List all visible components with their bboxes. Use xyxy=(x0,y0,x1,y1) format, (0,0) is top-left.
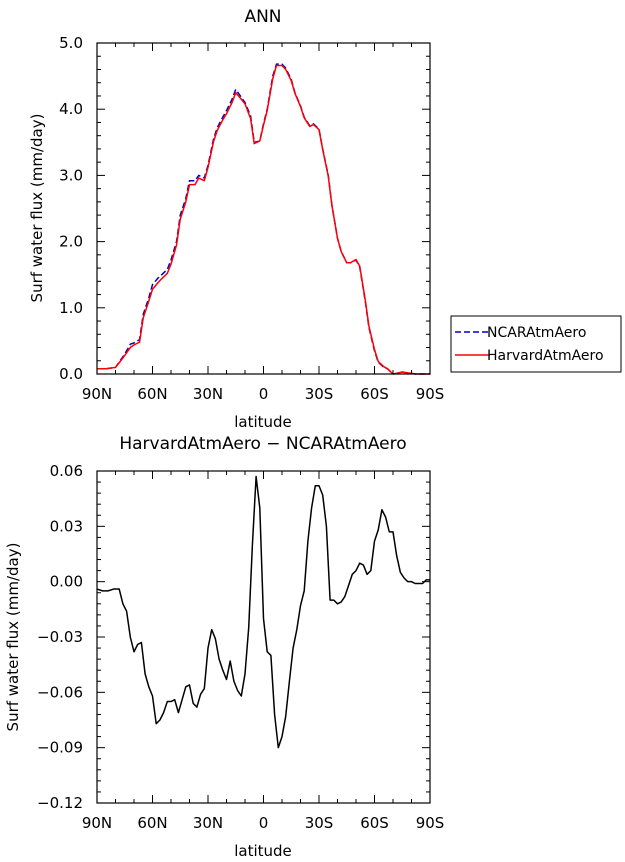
top-x-tick-label: 90S xyxy=(416,385,445,403)
top-y-tick-label: 2.0 xyxy=(59,233,83,251)
bottom-chart-panel: HarvardAtmAero − NCARAtmAero 90N 60N 30N 0 3… xyxy=(4,434,444,860)
bottom-x-tick-label: 60S xyxy=(360,814,389,832)
top-chart-panel: ANN 90N 60N 30N 0 30S 60S 90S 0.0 1.0 2.0 3.0 4.0 5.… xyxy=(28,7,622,431)
bottom-y-tick-label: 0.00 xyxy=(50,573,83,591)
top-x-tick-label: 60N xyxy=(137,385,167,403)
bottom-chart-title: HarvardAtmAero − NCARAtmAero xyxy=(119,434,406,454)
top-y-tick-label: 3.0 xyxy=(59,166,83,184)
top-series-line-ncaratmaero xyxy=(97,63,430,375)
bottom-x-tick-label: 30N xyxy=(193,814,223,832)
top-x-tick-label: 30N xyxy=(193,385,223,403)
bottom-y-tick-label: −0.06 xyxy=(37,683,83,701)
legend-frame xyxy=(450,315,622,373)
bottom-y-tick-label: 0.03 xyxy=(50,517,83,535)
bottom-y-tick-label: 0.06 xyxy=(50,462,83,480)
bottom-y-tick-label: −0.12 xyxy=(37,794,83,812)
top-x-tick-label: 0 xyxy=(259,385,269,403)
top-y-tick-label: 5.0 xyxy=(59,34,83,52)
top-series-line-harvardatmaero xyxy=(97,64,430,375)
top-y-tick-label: 4.0 xyxy=(59,100,83,118)
bottom-x-tick-label: 30S xyxy=(305,814,334,832)
legend-label-ncar: NCARAtmAero xyxy=(487,325,586,341)
top-y-axis-label: Surf water flux (mm/day) xyxy=(28,114,46,303)
bottom-x-tick-label: 90N xyxy=(82,814,112,832)
bottom-x-tick-label: 60N xyxy=(137,814,167,832)
bottom-series-line-difference xyxy=(96,475,430,749)
top-chart-legend: NCARAtmAero HarvardAtmAero xyxy=(450,315,622,373)
top-x-tick-label: 90N xyxy=(82,385,112,403)
top-y-tick-label: 1.0 xyxy=(59,299,83,317)
bottom-x-tick-label: 0 xyxy=(259,814,269,832)
top-x-axis-label: latitude xyxy=(234,413,292,431)
top-chart-title: ANN xyxy=(244,7,281,27)
bottom-y-tick-label: −0.03 xyxy=(37,628,83,646)
legend-label-harvard: HarvardAtmAero xyxy=(487,348,604,364)
top-x-tick-label: 60S xyxy=(360,385,389,403)
bottom-x-axis-label: latitude xyxy=(234,842,292,860)
top-y-tick-label: 0.0 xyxy=(59,365,83,383)
bottom-y-tick-label: −0.09 xyxy=(37,739,83,757)
top-x-tick-label: 30S xyxy=(305,385,334,403)
bottom-y-axis-label: Surf water flux (mm/day) xyxy=(4,543,22,732)
top-plot-frame xyxy=(96,42,431,375)
bottom-x-tick-label: 90S xyxy=(416,814,445,832)
